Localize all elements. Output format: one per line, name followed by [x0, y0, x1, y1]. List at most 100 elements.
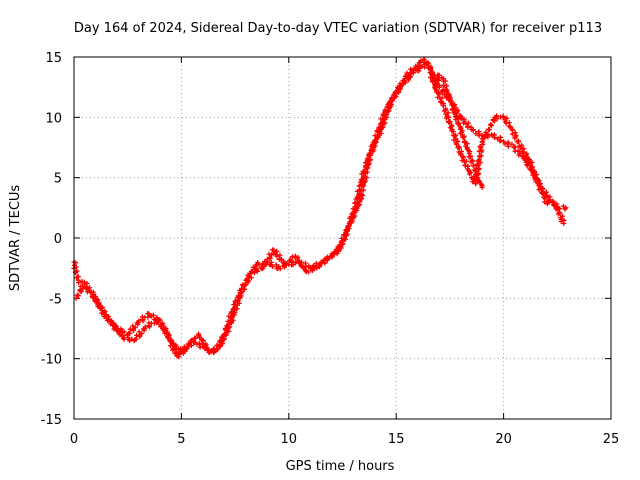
series-track-c	[432, 72, 485, 190]
data-point-marker	[463, 158, 469, 164]
data-point-marker	[271, 247, 277, 253]
data-point-marker	[388, 103, 394, 109]
data-point-marker	[445, 110, 451, 116]
data-point-marker	[242, 281, 248, 287]
data-point-marker	[447, 96, 453, 102]
data-point-marker	[382, 120, 388, 126]
data-point-marker	[326, 255, 332, 261]
data-point-marker	[429, 78, 435, 84]
plot-frame	[73, 56, 612, 420]
data-point-marker	[176, 354, 182, 360]
data-point-marker	[518, 142, 524, 148]
data-point-marker	[115, 328, 121, 334]
series-track-a	[71, 56, 569, 356]
data-point-marker	[119, 332, 125, 338]
y-tick-label: 5	[54, 172, 62, 187]
data-point-marker	[345, 223, 351, 229]
data-point-marker	[165, 334, 171, 340]
data-point-marker	[368, 157, 374, 163]
data-point-marker	[362, 170, 368, 176]
data-point-marker	[80, 286, 86, 292]
data-point-marker	[393, 94, 399, 100]
data-point-marker	[248, 275, 254, 281]
data-point-marker	[155, 319, 161, 325]
data-point-marker	[329, 251, 335, 257]
data-point-marker	[482, 135, 488, 141]
data-point-marker	[426, 65, 432, 71]
data-point-marker	[461, 120, 467, 126]
data-point-marker	[547, 197, 553, 203]
data-point-marker	[132, 325, 138, 331]
data-point-marker	[96, 300, 102, 306]
data-point-marker	[180, 348, 186, 354]
y-axis-label: SDTVAR / TECUs	[8, 185, 23, 292]
data-point-marker	[451, 110, 457, 116]
data-point-marker	[478, 181, 484, 187]
data-point-marker	[357, 197, 363, 203]
y-tick-labels: -15 -10 -5 0 5 10 15	[41, 51, 62, 428]
data-point-marker	[479, 184, 485, 190]
data-point-marker	[203, 344, 209, 350]
data-point-marker	[407, 74, 413, 80]
data-point-marker	[274, 253, 280, 259]
data-point-marker	[471, 167, 477, 173]
data-point-marker	[229, 315, 235, 321]
data-point-marker	[343, 227, 349, 233]
data-point-marker	[361, 179, 367, 185]
data-point-marker	[487, 122, 493, 128]
data-point-marker	[389, 95, 395, 101]
data-point-marker	[77, 287, 83, 293]
data-point-marker	[468, 159, 474, 165]
data-point-marker	[93, 298, 99, 304]
data-point-marker	[514, 139, 520, 145]
data-point-marker	[90, 289, 96, 295]
y-tick-label: -15	[41, 413, 62, 428]
data-point-marker	[526, 160, 532, 166]
data-point-marker	[351, 211, 357, 217]
data-point-marker	[220, 336, 226, 342]
data-point-marker	[460, 153, 466, 159]
data-point-marker	[492, 135, 498, 141]
data-point-marker	[222, 331, 228, 337]
data-point-marker	[535, 176, 541, 182]
data-point-marker	[385, 108, 391, 114]
data-point-marker	[450, 106, 456, 112]
data-point-marker	[196, 340, 202, 346]
data-point-marker	[364, 175, 370, 181]
data-point-marker	[356, 202, 362, 208]
data-point-marker	[163, 329, 169, 335]
data-point-marker	[363, 166, 369, 172]
data-point-marker	[99, 310, 105, 316]
data-point-marker	[305, 269, 311, 275]
data-point-marker	[561, 221, 567, 227]
data-point-marker	[402, 75, 408, 81]
x-tick-label: 20	[495, 432, 512, 447]
data-point-marker	[472, 176, 478, 182]
data-point-marker	[361, 187, 367, 193]
data-point-marker	[466, 147, 472, 153]
data-point-marker	[387, 101, 393, 107]
y-tick-label: -10	[41, 353, 62, 368]
data-point-marker	[372, 143, 378, 149]
data-point-marker	[336, 243, 342, 249]
data-point-marker	[246, 274, 252, 280]
data-point-marker	[453, 140, 459, 146]
data-point-marker	[477, 153, 483, 159]
data-point-marker	[360, 192, 366, 198]
data-point-marker	[192, 335, 198, 341]
data-point-marker	[166, 335, 172, 341]
data-point-marker	[529, 165, 535, 171]
data-point-marker	[439, 89, 445, 95]
data-point-marker	[217, 339, 223, 345]
data-point-marker	[452, 133, 458, 139]
data-point-marker	[475, 162, 481, 168]
data-point-marker	[554, 206, 560, 212]
data-point-marker	[233, 306, 239, 312]
data-point-marker	[316, 264, 322, 270]
data-point-marker	[470, 163, 476, 169]
data-point-marker	[446, 97, 452, 103]
data-point-marker	[314, 265, 320, 271]
y-tick-label: 10	[45, 111, 62, 126]
data-point-marker	[539, 190, 545, 196]
